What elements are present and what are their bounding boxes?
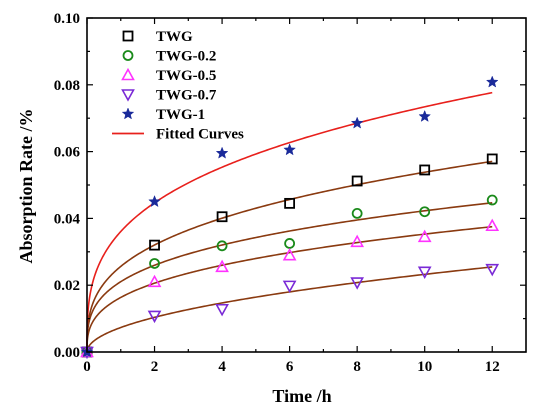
- point-twg-0-2: [216, 240, 228, 252]
- legend: TWG TWG-0.2 TWG-0.5 TWG-0.7 TWG-1 Fitted Curv…: [112, 29, 244, 143]
- point-twg-0-5: [282, 247, 297, 261]
- legend-twg-marker: [122, 30, 134, 42]
- point-twg-0-7: [485, 263, 500, 277]
- y-tick-label: 0.04: [54, 211, 81, 227]
- point-twg-1: [350, 116, 364, 129]
- legend-twg-0-5-label: TWG-0.5: [156, 68, 216, 84]
- axes: 0 2 4 6 8 10 12 0.00 0.02 0.04 0.06 0.08 0.10: [54, 11, 527, 375]
- point-twg-0-7: [147, 310, 162, 324]
- legend-fitted-curves-label: Fitted Curves: [156, 127, 244, 143]
- fit-curve-twg-0-5: [86, 225, 493, 353]
- point-twg-0-5: [417, 229, 432, 243]
- x-tick-label: 6: [286, 359, 294, 375]
- y-tick-label: 0.08: [54, 78, 80, 94]
- x-tick-label: 0: [83, 359, 91, 375]
- point-twg-0-2: [419, 206, 431, 218]
- point-twg-0-5: [147, 274, 162, 288]
- point-twg-0-2: [351, 207, 363, 219]
- point-twg: [149, 239, 160, 251]
- y-tick-label: 0.00: [54, 345, 80, 361]
- point-twg-0-5: [485, 218, 500, 232]
- fit-curve-twg-0-7: [86, 266, 493, 353]
- point-twg: [216, 211, 228, 223]
- point-twg: [486, 153, 498, 165]
- fit-curve-twg-0-2: [86, 201, 493, 353]
- fit-curve-twg-1: [86, 91, 493, 353]
- point-twg-0-2: [149, 258, 160, 269]
- point-twg-1: [283, 143, 296, 156]
- point-twg-0-5: [215, 259, 229, 273]
- point-twg-0-7: [350, 277, 365, 290]
- x-tick-label: 2: [151, 359, 159, 375]
- legend-twg-0-7-label: TWG-0.7: [156, 88, 217, 104]
- legend-twg-label: TWG: [156, 29, 193, 45]
- x-tick-label: 8: [353, 359, 361, 375]
- x-axis-title: Time /h: [272, 386, 331, 406]
- fitted-curves: [86, 91, 493, 353]
- x-tick-label: 12: [485, 359, 500, 375]
- fit-curve-twg: [86, 160, 493, 353]
- point-twg-0-7: [215, 303, 229, 317]
- legend-twg-0-2-marker: [122, 50, 134, 61]
- point-twg-1: [485, 75, 499, 88]
- x-tick-label: 4: [218, 359, 226, 375]
- point-twg-1: [418, 109, 432, 122]
- point-twg-1: [215, 146, 229, 159]
- plot-frame: [86, 17, 527, 353]
- y-axis-title: Absorption Rate /%: [16, 108, 36, 263]
- data-markers: [80, 75, 500, 360]
- point-twg-0-7: [417, 266, 432, 280]
- point-twg: [351, 175, 363, 187]
- y-tick-label: 0.10: [54, 11, 80, 27]
- legend-twg-0-7-marker: [121, 89, 135, 102]
- point-twg: [419, 164, 431, 176]
- point-twg-0-2: [486, 194, 498, 206]
- legend-twg-0-2-label: TWG-0.2: [156, 49, 216, 65]
- point-twg: [284, 197, 296, 209]
- legend-twg-1-label: TWG-1: [156, 107, 205, 123]
- y-tick-label: 0.06: [54, 145, 81, 161]
- x-tick-label: 10: [417, 359, 432, 375]
- y-tick-label: 0.02: [54, 278, 80, 294]
- point-twg-1: [148, 195, 161, 208]
- legend-twg-1-marker: [121, 107, 135, 120]
- point-twg-0-5: [350, 234, 365, 248]
- point-twg-0-7: [282, 280, 297, 294]
- point-twg-0-2: [284, 238, 296, 249]
- legend-twg-0-5-marker: [121, 67, 135, 81]
